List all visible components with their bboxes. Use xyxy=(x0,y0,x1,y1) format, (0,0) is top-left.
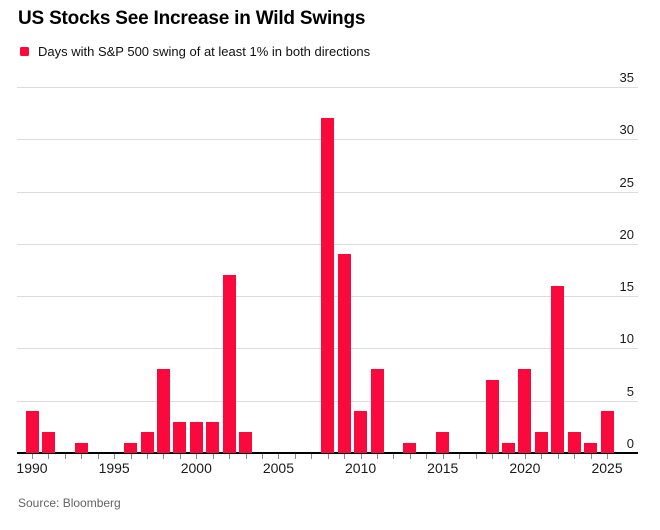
bar-2023 xyxy=(567,432,581,453)
legend-swatch-icon xyxy=(20,47,29,56)
y-axis-label: 35 xyxy=(619,69,634,85)
year-tick xyxy=(557,454,559,459)
bar-2019 xyxy=(501,442,515,453)
bar-2008 xyxy=(321,118,335,453)
year-tick xyxy=(48,454,50,459)
year-tick xyxy=(229,454,231,459)
year-tick xyxy=(393,454,395,459)
year-tick xyxy=(607,454,609,459)
year-tick xyxy=(114,454,116,459)
legend-label: Days with S&P 500 swing of at least 1% i… xyxy=(38,44,371,59)
bar-2010 xyxy=(354,411,368,453)
year-tick xyxy=(32,454,33,459)
bar-2003 xyxy=(239,432,253,453)
bar-2018 xyxy=(485,379,499,453)
year-tick xyxy=(311,454,313,459)
x-axis-label: 1995 xyxy=(98,460,130,476)
bar-2024 xyxy=(584,442,598,453)
bar-2022 xyxy=(551,285,565,453)
bar-2025 xyxy=(600,411,614,453)
bar-2015 xyxy=(436,432,450,453)
year-tick xyxy=(377,454,379,459)
x-axis-label: 2015 xyxy=(427,460,459,476)
y-axis-label: 30 xyxy=(619,122,634,138)
gridline-35 xyxy=(17,86,638,88)
year-tick xyxy=(442,454,444,459)
year-tick xyxy=(245,454,247,459)
source-note: Source: Bloomberg xyxy=(18,496,121,510)
year-tick xyxy=(196,454,198,459)
bar-1996 xyxy=(124,442,138,453)
year-tick xyxy=(360,454,362,459)
bar-2001 xyxy=(206,421,220,453)
legend: Days with S&P 500 swing of at least 1% i… xyxy=(20,44,370,59)
x-axis-label: 2025 xyxy=(591,460,623,476)
bar-1993 xyxy=(74,442,88,453)
bar-2013 xyxy=(403,442,417,453)
year-tick xyxy=(81,454,83,459)
year-tick xyxy=(97,454,99,459)
y-axis-label: 0 xyxy=(626,436,634,451)
x-axis-label: 2000 xyxy=(180,460,212,476)
y-axis-label: 20 xyxy=(619,226,634,242)
bar-2000 xyxy=(189,421,203,453)
x-axis-label: 1990 xyxy=(16,460,48,476)
bar-2020 xyxy=(518,369,532,453)
x-axis-line xyxy=(17,452,638,454)
year-tick xyxy=(294,454,296,459)
year-tick xyxy=(492,454,494,459)
year-tick xyxy=(212,454,214,459)
year-tick xyxy=(524,454,526,459)
bar-1997 xyxy=(140,432,154,453)
year-tick xyxy=(508,454,510,459)
year-tick xyxy=(147,454,148,459)
bar-2002 xyxy=(222,275,236,453)
year-tick xyxy=(163,454,165,459)
year-tick xyxy=(64,454,66,459)
bar-1991 xyxy=(41,432,55,453)
year-tick xyxy=(574,454,576,459)
year-tick xyxy=(475,454,477,459)
chart-title: US Stocks See Increase in Wild Swings xyxy=(18,8,366,29)
year-tick xyxy=(409,454,411,459)
year-tick xyxy=(426,454,428,459)
year-tick xyxy=(327,454,329,459)
y-axis-label: 5 xyxy=(626,383,634,399)
bar-chart-plot: 0 5 10 15 20 25 30 35 1990 1995 2000 2005 2010 2015 20… xyxy=(16,71,638,475)
x-axis-label: 2010 xyxy=(345,460,377,476)
bar-1990 xyxy=(25,411,39,453)
y-axis-label: 10 xyxy=(619,331,634,347)
x-axis-label: 2005 xyxy=(262,460,295,476)
year-tick xyxy=(179,454,181,459)
y-axis-label: 25 xyxy=(619,174,634,190)
year-tick xyxy=(278,454,280,459)
year-tick xyxy=(344,454,346,459)
bar-2009 xyxy=(337,254,351,453)
year-tick xyxy=(262,454,264,459)
year-tick xyxy=(590,454,592,459)
bar-1998 xyxy=(156,369,170,453)
year-tick xyxy=(130,454,132,459)
bar-1999 xyxy=(173,421,187,453)
year-tick xyxy=(541,454,543,459)
bar-2011 xyxy=(370,369,384,453)
year-tick xyxy=(459,454,461,459)
bar-2021 xyxy=(534,432,548,453)
y-axis-label: 15 xyxy=(619,279,634,295)
x-axis-label: 2020 xyxy=(509,460,541,476)
